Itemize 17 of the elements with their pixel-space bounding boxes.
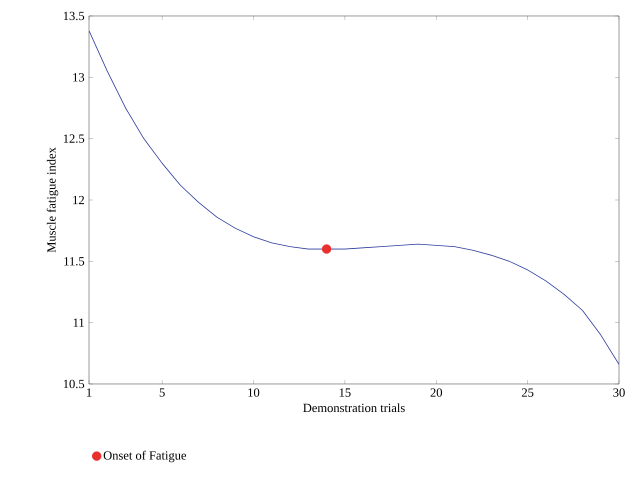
y-tick-label: 11.5 [64,257,84,266]
y-tick-label: 13 [73,73,84,82]
x-tick-label: 30 [613,388,625,397]
y-tick-label: 12 [73,196,84,204]
y-tick-label: 10.5 [64,380,84,388]
x-tick-label: 15 [340,388,351,397]
x-tick-label: 25 [522,388,534,397]
y-tick-label: 13.5 [64,12,84,20]
y-tick-label: 12.5 [64,134,84,143]
x-tick-label: 1 [86,388,92,397]
x-tick-label: 5 [160,388,165,397]
y-axis-title: Muscle fatigue index [46,147,58,252]
y-tick-label: 11 [74,318,84,327]
x-axis-title: Demonstration trials [303,403,405,412]
x-tick-label: 10 [248,388,260,397]
x-tick-label: 20 [430,388,442,397]
legend-label: Onset of Fatigue [104,450,186,462]
